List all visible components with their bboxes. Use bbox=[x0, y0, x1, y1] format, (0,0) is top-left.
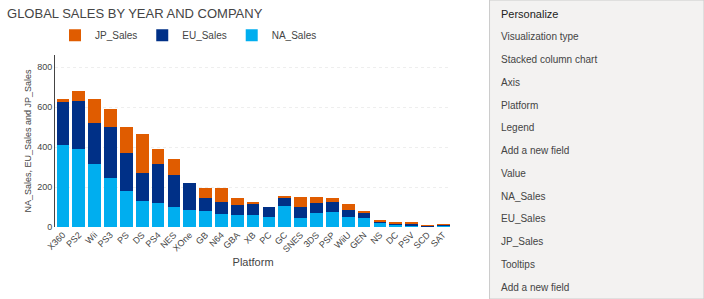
svg-text:Value: Value bbox=[501, 168, 526, 179]
svg-text:DS: DS bbox=[131, 230, 147, 246]
svg-text:NA_Sales: NA_Sales bbox=[501, 191, 545, 202]
svg-text:Stacked column chart: Stacked column chart bbox=[501, 54, 597, 65]
svg-text:XOne: XOne bbox=[171, 230, 194, 253]
svg-text:SCD: SCD bbox=[411, 230, 432, 251]
svg-text:800: 800 bbox=[37, 62, 52, 72]
svg-text:PS3: PS3 bbox=[96, 230, 115, 249]
svg-text:0: 0 bbox=[47, 222, 52, 232]
svg-text:PC: PC bbox=[258, 230, 274, 246]
svg-text:JP_Sales: JP_Sales bbox=[501, 236, 543, 247]
svg-text:Platform: Platform bbox=[233, 256, 274, 268]
svg-text:Wii: Wii bbox=[83, 230, 99, 246]
svg-text:GLOBAL SALES BY YEAR AND COMPA: GLOBAL SALES BY YEAR AND COMPANY bbox=[7, 6, 263, 21]
svg-text:GC: GC bbox=[273, 230, 290, 247]
svg-text:EU_Sales: EU_Sales bbox=[501, 213, 545, 224]
svg-text:GEN: GEN bbox=[348, 230, 369, 251]
svg-text:Visualization type: Visualization type bbox=[501, 31, 579, 42]
svg-text:PS4: PS4 bbox=[144, 230, 163, 249]
svg-text:X360: X360 bbox=[46, 230, 68, 252]
svg-text:NA_Sales, EU_Sales and JP_Sale: NA_Sales, EU_Sales and JP_Sales bbox=[23, 69, 33, 213]
svg-text:PSP: PSP bbox=[317, 230, 337, 250]
svg-text:PS: PS bbox=[115, 230, 131, 246]
svg-text:PSV: PSV bbox=[396, 230, 416, 250]
svg-text:Add a new field: Add a new field bbox=[501, 145, 569, 156]
svg-text:EU_Sales: EU_Sales bbox=[182, 30, 226, 41]
svg-text:JP_Sales: JP_Sales bbox=[95, 30, 137, 41]
svg-text:SNES: SNES bbox=[281, 230, 305, 254]
svg-text:XB: XB bbox=[242, 230, 258, 246]
svg-text:Tooltips: Tooltips bbox=[501, 259, 535, 270]
svg-text:Legend: Legend bbox=[501, 122, 534, 133]
svg-text:200: 200 bbox=[37, 182, 52, 192]
svg-text:SAT: SAT bbox=[429, 230, 448, 249]
svg-text:PS2: PS2 bbox=[64, 230, 83, 249]
svg-text:GBA: GBA bbox=[221, 230, 242, 251]
svg-text:WiiU: WiiU bbox=[332, 230, 353, 251]
svg-text:3DS: 3DS bbox=[302, 230, 321, 249]
svg-text:NA_Sales: NA_Sales bbox=[272, 30, 316, 41]
svg-text:400: 400 bbox=[37, 142, 52, 152]
svg-text:Add a new field: Add a new field bbox=[501, 282, 569, 293]
svg-text:DC: DC bbox=[384, 230, 401, 247]
svg-text:Axis: Axis bbox=[501, 77, 520, 88]
svg-text:N64: N64 bbox=[207, 230, 226, 249]
svg-text:Platform: Platform bbox=[501, 100, 538, 111]
svg-text:Personalize: Personalize bbox=[501, 8, 558, 20]
svg-text:GB: GB bbox=[194, 230, 210, 246]
svg-text:NES: NES bbox=[158, 230, 178, 250]
svg-text:600: 600 bbox=[37, 102, 52, 112]
svg-text:NS: NS bbox=[369, 230, 385, 246]
